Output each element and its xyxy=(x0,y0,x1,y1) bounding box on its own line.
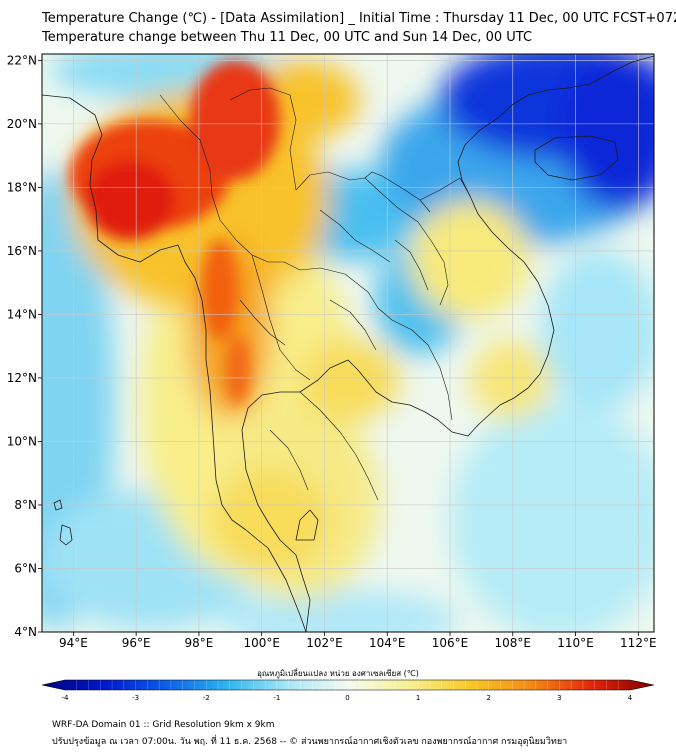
lat-tick-label: 12°N xyxy=(7,371,37,385)
lon-tick-label: 100°E xyxy=(243,636,280,650)
colorbar-tick-label: -4 xyxy=(62,694,70,702)
model-info: WRF-DA Domain 01 :: Grid Resolution 9km … xyxy=(52,720,275,730)
colorbar-tick-label: -1 xyxy=(273,694,280,702)
lon-tick-label: 94°E xyxy=(59,636,88,650)
lat-tick-label: 10°N xyxy=(7,434,37,448)
lat-tick-label: 18°N xyxy=(7,180,37,194)
lat-tick-label: 6°N xyxy=(14,561,37,575)
temperature-field xyxy=(42,54,654,632)
map-title: Temperature Change (℃) - [Data Assimilat… xyxy=(42,11,676,26)
colorbar-tick-label: 1 xyxy=(416,694,420,702)
longitude-tick-labels: 94°E 96°E 98°E 100°E 102°E 104°E 106°E 108°E 110… xyxy=(59,632,657,650)
map-subtitle: Temperature change between Thu 11 Dec, 0… xyxy=(42,30,533,45)
coastlines xyxy=(42,55,654,632)
lon-tick-label: 98°E xyxy=(184,636,213,650)
colorbar-tick-label: 4 xyxy=(628,694,633,702)
lat-tick-label: 22°N xyxy=(7,53,37,67)
colorbar-tick-label: 0 xyxy=(345,694,349,702)
lon-tick-label: 102°E xyxy=(306,636,343,650)
colorbar: -4 -3 -2 -1 0 1 2 3 4 xyxy=(41,679,655,702)
update-info: ปรับปรุงข้อมูล ณ เวลา 07:00น. วัน พฤ. ที… xyxy=(52,737,568,747)
colorbar-tick-label: 3 xyxy=(557,694,561,702)
lon-tick-label: 112°E xyxy=(620,636,657,650)
lat-tick-label: 20°N xyxy=(7,117,37,131)
lon-tick-label: 96°E xyxy=(122,636,151,650)
graticule xyxy=(42,54,654,632)
lat-tick-label: 4°N xyxy=(14,625,37,639)
colorbar-tick-label: -3 xyxy=(132,694,139,702)
lat-tick-label: 8°N xyxy=(14,498,37,512)
latitude-tick-labels: 22°N 20°N 18°N 16°N 14°N 12°N 10°N 8°N 6°N 4°N xyxy=(7,53,42,639)
colorbar-label: อุณหภูมิเปลี่ยนแปลง หน่วย องศาเซลเซียส (… xyxy=(257,669,419,678)
borders xyxy=(159,87,471,501)
colorbar-tick-label: 2 xyxy=(487,694,491,702)
lat-tick-label: 16°N xyxy=(7,244,37,258)
lat-tick-label: 14°N xyxy=(7,307,37,321)
lon-tick-label: 106°E xyxy=(432,636,469,650)
colorbar-tick-label: -2 xyxy=(203,694,210,702)
lon-tick-label: 108°E xyxy=(495,636,532,650)
lon-tick-label: 104°E xyxy=(369,636,406,650)
lon-tick-label: 110°E xyxy=(557,636,594,650)
plot-frame xyxy=(41,53,655,633)
